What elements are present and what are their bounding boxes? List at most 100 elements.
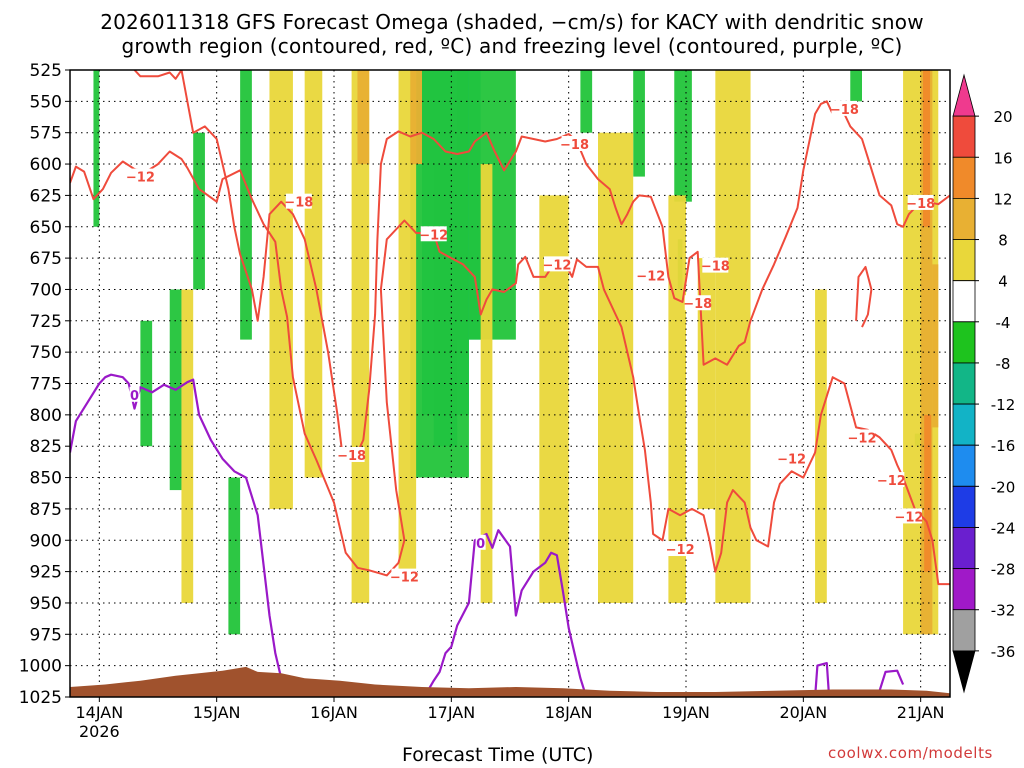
omega_down_weak-cell-7 [598, 132, 634, 603]
omega_up_moderate-cell-8 [850, 70, 862, 102]
colorbar-segment-1 [952, 115, 976, 158]
omega_down_strong-cell-1 [924, 414, 932, 572]
contour-label-bg-0 [127, 168, 154, 184]
y-tick-label-900: 900 [30, 531, 62, 551]
x-tick-label-2: 16JAN [310, 703, 358, 722]
y-tick-label-1000: 1000 [19, 657, 62, 677]
chart-title-line-1: 2026011318 GFS Forecast Omega (shaded, −… [100, 10, 924, 34]
colorbar-label-0: 20 [993, 108, 1012, 126]
omega_up_moderate-cell-2 [240, 70, 252, 340]
omega_up_moderate-cell-5 [580, 70, 593, 133]
omega_down_moderate-cell-2 [920, 70, 933, 635]
contour-label-18: 0 [476, 537, 485, 552]
contour-label-17: 0 [130, 389, 139, 404]
freezing-level-contour-2 [426, 529, 588, 697]
contour-label-15: −12 [877, 474, 906, 489]
contour-label-10: −18 [337, 449, 366, 464]
contour-label-bg-1 [285, 193, 312, 209]
y-tick-label-825: 825 [30, 437, 62, 457]
chart-title-line-2: growth region (contoured, red, ºC) and f… [121, 34, 903, 58]
x-axis-title: Forecast Time (UTC) [402, 744, 594, 766]
omega_down_weak-cell-3 [351, 70, 370, 603]
contour-label-bg-15 [878, 472, 905, 488]
contour-label-bg-16 [895, 508, 922, 524]
freezing-level-contour-3 [814, 662, 831, 697]
contour-label-bg-18 [475, 534, 486, 550]
omega_up_moderate-cell-11 [228, 477, 241, 635]
colorbar-segment-5 [952, 280, 976, 323]
colorbar-label-4: 4 [998, 273, 1008, 291]
colorbar-label-13: -36 [991, 643, 1016, 661]
contour-label-14: −12 [848, 431, 877, 446]
colorbar-segment-14 [952, 650, 976, 694]
contour-label-7: −18 [683, 297, 712, 312]
omega_up_moderate-cell-9 [140, 320, 153, 447]
contour-label-16: −12 [894, 510, 923, 525]
y-tick-label-600: 600 [30, 155, 62, 175]
omega_down_weak-cell-8 [668, 195, 686, 603]
omega_up_moderate-cell-1 [193, 132, 205, 290]
plot-content: −12 −18 −12 −18 −12 −12 −18 −18 −18 −18 −18 −12 −12 −… [70, 70, 950, 697]
contour-label-5: −12 [636, 270, 665, 285]
x-tick-label-6: 20JAN [779, 703, 827, 722]
y-tick-label-725: 725 [30, 312, 62, 332]
colorbar-label-2: 12 [993, 190, 1012, 208]
y-tick-label-575: 575 [30, 124, 62, 144]
omega_up_moderate-cell-7 [674, 70, 692, 202]
colorbar-segment-0 [952, 73, 976, 117]
colorbar-segment-11 [952, 527, 976, 569]
colorbar-label-10: -24 [991, 519, 1016, 537]
colorbar-label-8: -16 [991, 437, 1016, 455]
x-tick-label-4: 18JAN [545, 703, 593, 722]
x-tick-sublabel-0: 2026 [79, 722, 120, 741]
omega_down_weak-cell-5 [480, 164, 493, 603]
colorbar-segment-10 [952, 485, 976, 528]
omega_down_strong-cell-0 [923, 70, 931, 227]
x-tick-label-3: 17JAN [427, 703, 475, 722]
x-tick-label-5: 19JAN [662, 703, 710, 722]
y-tick-label-550: 550 [30, 92, 62, 112]
x-tick-label-7: 21JAN [897, 703, 945, 722]
dgz-minus12-contour [70, 150, 950, 586]
freezing-level-contour-1 [70, 373, 283, 679]
contour-label-bg-12 [667, 541, 694, 557]
contour-label-13: −12 [777, 453, 806, 468]
contour-label-12: −12 [666, 543, 695, 558]
y-tick-label-650: 650 [30, 218, 62, 238]
colorbar-segment-7 [952, 362, 976, 405]
contour-label-3: −18 [560, 138, 589, 153]
omega_down_moderate-cell-0 [357, 70, 370, 165]
y-tick-label-700: 700 [30, 280, 62, 300]
y-tick-label-625: 625 [30, 186, 62, 206]
y-tick-label-925: 925 [30, 563, 62, 583]
contour-label-bg-14 [849, 429, 875, 445]
contour-label-6: −18 [701, 260, 730, 275]
colorbar-segment-9 [952, 444, 976, 487]
colorbar-label-5: -4 [996, 314, 1011, 332]
contour-label-bg-13 [778, 450, 805, 466]
contour-label-9: −18 [906, 197, 935, 212]
contour-label-bg-11 [391, 568, 418, 584]
contour-label-1: −18 [284, 196, 313, 211]
dgz-minus18-contour-closed [855, 265, 873, 328]
y-tick-label-750: 750 [30, 343, 62, 363]
colorbar-segment-3 [952, 198, 976, 240]
y-tick-label-1025: 1025 [19, 688, 62, 708]
colorbar-label-6: -8 [996, 355, 1011, 373]
x-tick-label-1: 15JAN [193, 703, 241, 722]
omega_down_weak-cell-10 [815, 289, 827, 603]
y-tick-label-775: 775 [30, 375, 62, 395]
y-tick-label-875: 875 [30, 500, 62, 520]
freezing-level-contour-4 [878, 669, 905, 692]
contour-label-bg-17 [129, 386, 140, 402]
contour-label-bg-2 [420, 226, 447, 242]
colorbar-label-1: 16 [993, 149, 1012, 167]
omega_down_weak-cell-0 [181, 289, 194, 603]
contour-label-2: −12 [419, 228, 448, 243]
contour-label-0: −12 [126, 171, 155, 186]
omega_up_moderate-cell-6 [633, 70, 645, 177]
contour-label-11: −12 [390, 571, 419, 586]
colorbar-segment-2 [952, 156, 976, 199]
colorbar-segment-4 [952, 239, 976, 282]
omega_down_moderate-cell-3 [932, 264, 939, 428]
